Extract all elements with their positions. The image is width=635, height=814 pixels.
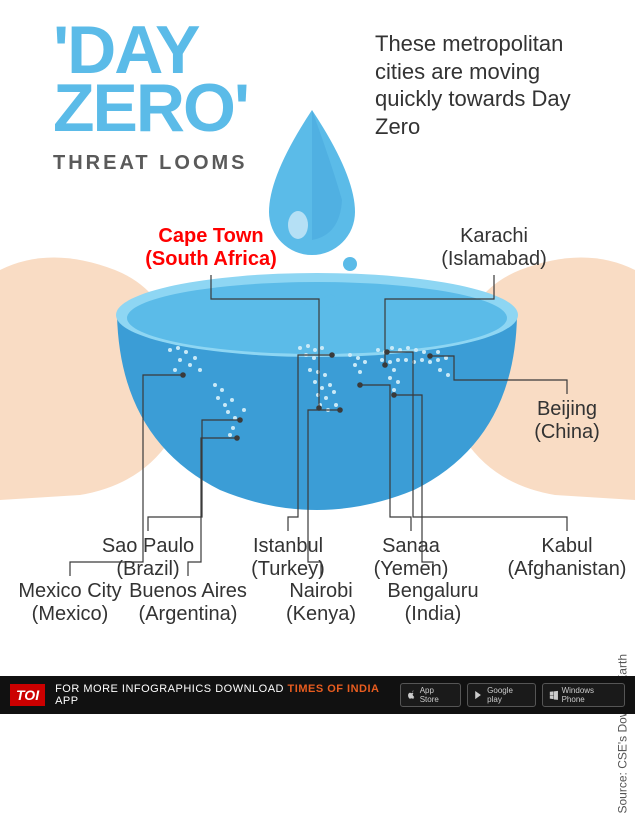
water-drop-shade (312, 110, 342, 240)
badge-windows-label: Windows Phone (562, 686, 618, 704)
city-name: Kabul (497, 535, 635, 558)
city-label-sao-paulo: Sao Paulo(Brazil) (78, 535, 218, 581)
leader-line (211, 275, 319, 408)
city-label-cape-town: Cape Town(South Africa) (141, 225, 281, 271)
footer-tail: APP (55, 695, 79, 707)
city-name: Karachi (424, 225, 564, 248)
title: 'DAY ZERO' (53, 22, 248, 138)
bowl-water (117, 315, 517, 510)
world-map (168, 344, 450, 440)
city-country: (Brazil) (78, 558, 218, 581)
anchor-dot (337, 407, 343, 413)
city-label-istanbul: Istanbul(Turkey) (218, 535, 358, 581)
bowl-rim (116, 273, 518, 357)
windows-icon (549, 690, 559, 700)
anchor-dot (391, 392, 397, 398)
city-country: (Islamabad) (424, 248, 564, 271)
anchor-dot (357, 382, 363, 388)
city-name: Sanaa (341, 535, 481, 558)
city-label-mexico-city: Mexico City(Mexico) (0, 580, 140, 626)
badge-appstore[interactable]: App Store (400, 683, 461, 707)
city-country: (South Africa) (141, 248, 281, 271)
anchor-dot (234, 435, 240, 441)
leader-line (148, 420, 240, 531)
city-country: (China) (497, 421, 635, 444)
drop-highlight (288, 211, 308, 239)
footer-text: FOR MORE INFOGRAPHICS DOWNLOAD TIMES OF … (55, 683, 400, 707)
anchor-dot (384, 349, 390, 355)
city-country: (Mexico) (0, 603, 140, 626)
anchor-dot (237, 417, 243, 423)
badge-appstore-label: App Store (420, 686, 455, 704)
city-name: Istanbul (218, 535, 358, 558)
city-name: Mexico City (0, 580, 140, 603)
city-label-karachi: Karachi(Islamabad) (424, 225, 564, 271)
toi-badge: TOI (10, 684, 45, 706)
title-line2: ZERO' (53, 80, 248, 138)
bowl-surface (127, 282, 507, 354)
leader-line (360, 385, 411, 531)
badge-windows[interactable]: Windows Phone (542, 683, 625, 707)
city-label-kabul: Kabul(Afghanistan) (497, 535, 635, 581)
footer-lead: FOR MORE INFOGRAPHICS DOWNLOAD (55, 683, 287, 695)
apple-icon (407, 690, 417, 700)
city-name: Sao Paulo (78, 535, 218, 558)
intro-text: These metropolitan cities are moving qui… (375, 30, 595, 140)
anchor-dot (316, 405, 322, 411)
leader-line (288, 355, 332, 531)
leader-line (385, 275, 494, 365)
small-drop (343, 257, 357, 271)
anchor-dot (427, 353, 433, 359)
left-hand (0, 258, 175, 501)
badge-googleplay[interactable]: Google play (467, 683, 535, 707)
city-country: (Afghanistan) (497, 558, 635, 581)
leader-line (430, 356, 567, 394)
city-name: Cape Town (141, 225, 281, 248)
water-drop (269, 110, 355, 255)
store-badges: App Store Google play Windows Phone (400, 683, 625, 707)
infographic-canvas: 'DAY ZERO' THREAT LOOMS These metropolit… (0, 0, 635, 714)
anchor-dot (180, 372, 186, 378)
city-name: Nairobi (251, 580, 391, 603)
city-label-sanaa: Sanaa(Yemen) (341, 535, 481, 581)
anchor-dot (329, 352, 335, 358)
city-country: (Yemen) (341, 558, 481, 581)
footer-bar: TOI FOR MORE INFOGRAPHICS DOWNLOAD TIMES… (0, 676, 635, 714)
anchor-dot (382, 362, 388, 368)
source-label: Source: (615, 772, 629, 813)
city-country: (Kenya) (251, 603, 391, 626)
play-icon (474, 690, 484, 700)
badge-googleplay-label: Google play (487, 686, 529, 704)
splash (300, 293, 340, 308)
city-name: Beijing (497, 398, 635, 421)
subtitle: THREAT LOOMS (53, 152, 248, 175)
city-label-nairobi: Nairobi(Kenya) (251, 580, 391, 626)
city-label-beijing: Beijing(China) (497, 398, 635, 444)
right-hand (460, 258, 635, 501)
city-country: (Turkey) (218, 558, 358, 581)
footer-brand: TIMES OF INDIA (288, 683, 380, 695)
